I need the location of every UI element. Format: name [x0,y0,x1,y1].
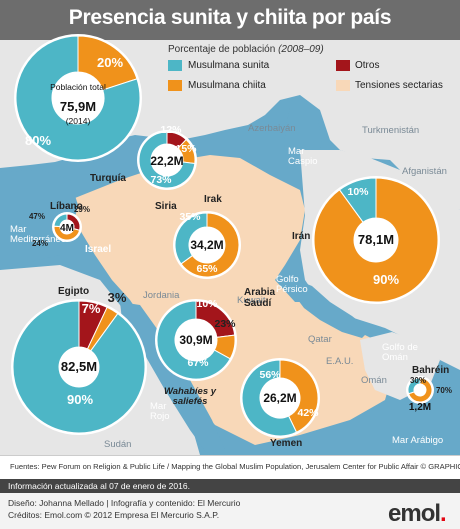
region-qatar: Qatar [308,334,332,345]
legend-label-other: Otros [355,60,380,71]
pie-center-egipto [59,347,99,387]
region-eau: E.A.U. [326,356,354,367]
source-bar: Fuentes: Pew Forum on Religion & Public … [0,455,460,477]
country-label-bahrein: Bahréin [412,365,450,376]
country-label-libano: Líbano [50,201,83,212]
region-azerbaiyan: Azerbaiyán [248,123,296,134]
page-title: Presencia sunita y chiita por país [68,6,392,29]
brand-text: emol [388,500,441,527]
region-kuwait: Kuwait [237,295,266,306]
pie-center-irak [189,227,225,263]
legend-swatch-shia [168,80,182,91]
country-label-arabia: Arabia Saudí [244,287,276,309]
legend-swatch-tension [336,80,350,91]
pie-label-arabia-saudi-2: 23% [214,318,236,330]
pie-label-libano-2: 47% [29,212,45,221]
water-caspio: Mar Caspio [288,146,318,167]
brand-dot: . [440,500,447,527]
pie-label-egipto-0: 90% [67,392,93,407]
sectarian-tension-area [70,155,395,445]
pie-center-libano [60,220,74,234]
pie-center-yemen [260,378,300,418]
brand-logo[interactable]: emol. [388,500,447,528]
pie-label-turquia-1: 20% [97,55,123,70]
red-sea [120,302,225,455]
country-label-turquia: Turquía [90,173,126,184]
pie-center-turquia [52,72,104,124]
pie-label-irak-0: 35% [179,211,201,223]
updated-text: Información actualizada al 07 de enero d… [8,481,190,491]
footer: Diseño: Johanna Mellado | Infografía y c… [0,493,460,529]
country-label-siria: Siria [155,201,177,212]
water-golfo-oman: Golfo de Omán [382,342,418,363]
pie-total-yemen-0: 26,2M [263,391,296,405]
legend-label-tension: Tensiones sectarias [355,80,443,91]
pie-label-bahrein-1: 70% [436,386,452,395]
pie-label-egipto-1: 7% [82,301,101,316]
water-arabigo: Mar Arábigo [392,435,444,446]
pie-center-iran [354,218,398,262]
pie-total-turquia-0: Población total [50,82,106,92]
pie-slice-libano-musulmana-sunita [53,213,68,228]
country-label-egipto: Egipto [58,286,90,297]
region-sudan: Sudán [104,439,132,450]
pie-label-egipto-2: 3% [108,290,127,305]
country-label-irak: Irak [204,194,222,205]
pie-label-yemen-1: 42% [297,407,319,419]
country-label-iran: Irán [292,231,311,242]
pie-total-turquia-2: (2014) [66,116,91,126]
water-persico: Golfo Pérsico [276,274,308,295]
updated-bar: Información actualizada al 07 de enero d… [0,479,460,493]
water-rojo: Mar Rojo [150,401,170,422]
pie-label-arabia-saudi-0: 67% [187,357,209,369]
pie-label-libano-0: 24% [32,239,48,248]
pie-total-siria-0: 22,2M [150,154,183,168]
pie-total-bahrein-0: 1,2M [409,402,431,413]
pie-total-iran-0: 78,1M [358,232,394,247]
footer-credits-2: Créditos: Emol.com © 2012 Empresa El Mer… [8,510,220,520]
pie-label-libano-1: 29% [74,205,90,214]
pie-center-bahrein [414,384,426,396]
pie-total-libano-0: 4M [60,223,74,234]
source-text: Fuentes: Pew Forum on Religion & Public … [10,462,460,471]
region-afganistan: Afganistán [402,166,447,177]
legend-title-text: Porcentaje de población [168,44,276,55]
pie-label-turquia-0: 80% [25,133,51,148]
mediterranean-sea [0,170,78,265]
country-label-yemen: Yemen [270,438,303,449]
country-label-israel: Israel [85,244,112,255]
region-turkmenistan: Turkmenistán [362,125,420,136]
pie-label-siria-2: 15% [175,143,197,155]
legend-title: Porcentaje de población (2008–09) [168,45,324,55]
legend-swatch-sunni [168,60,182,71]
pie-label-siria-0: 73% [150,174,172,186]
pie-label-siria-1: 12% [160,124,182,136]
pie-label-arabia-saudi-1: 10% [196,298,218,310]
pie-total-turquia-1: 75,9M [60,99,96,114]
persian-gulf [292,278,370,338]
wahabies-annotation: Wahabíes y saliefés [163,386,217,408]
pie-total-egipto-0: 82,5M [61,359,97,374]
region-oman: Omán [361,375,387,386]
pie-label-irak-1: 65% [196,263,218,275]
pie-total-arabia-saudi-0: 30,9M [179,333,212,347]
pie-label-iran-1: 90% [373,272,399,287]
pie-total-irak-0: 34,2M [190,238,223,252]
pie-label-yemen-0: 56% [259,369,281,381]
pie-label-bahrein-0: 30% [410,376,426,385]
footer-credits-1: Diseño: Johanna Mellado | Infografía y c… [8,498,241,508]
legend-label-shia: Musulmana chiita [188,80,266,91]
pie-label-iran-0: 10% [347,186,369,198]
pie-center-siria [151,144,183,176]
legend-label-sunni: Musulmana sunita [188,60,270,71]
region-jordania: Jordania [143,290,180,301]
legend-swatch-other [336,60,350,71]
pie-center-arabia-saudi [175,319,217,361]
water-mediterraneo: Mar Mediterráneo [10,224,66,245]
legend-title-period: (2008–09) [278,44,324,55]
title-bar: Presencia sunita y chiita por país [0,0,460,40]
